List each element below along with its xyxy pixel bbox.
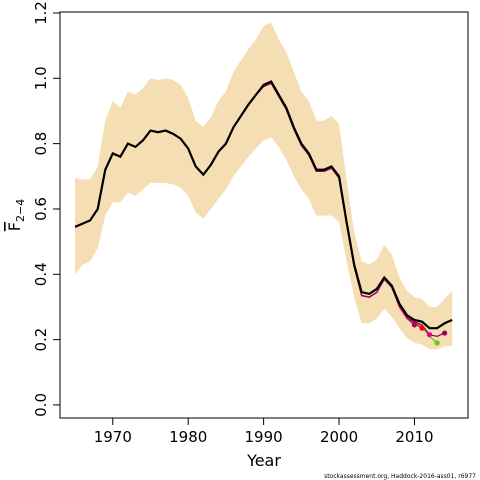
x-tick-label: 2010 [395,428,433,446]
footnote: stockassessment.org, Haddock-2016-ass01,… [324,473,476,480]
x-tick-label: 2000 [320,428,358,446]
x-axis-title: Year [246,451,281,470]
x-tick-label: 1970 [94,428,132,446]
retro-end-point [411,322,418,328]
y-axis-title-sub: 2−4 [14,199,27,222]
retro-end-point [426,332,433,338]
y-tick-label: 0.0 [32,393,50,417]
y-tick-label: 1.0 [32,66,50,90]
x-tick-label: 1980 [169,428,207,446]
y-axis-title: F2−4 [5,199,27,231]
y-tick-label: 0.4 [32,262,50,286]
y-tick-label: 1.2 [32,1,50,25]
y-tick-label: 0.6 [32,197,50,221]
retro-end-point [419,325,425,331]
retro-end-point [434,340,440,346]
band-layer [75,22,453,350]
y-tick-label: 0.2 [32,328,50,352]
confidence-band [75,22,453,350]
y-tick-label: 0.8 [32,132,50,156]
line-layer [74,80,453,346]
main-line [74,80,453,330]
x-tick-label: 1990 [245,428,283,446]
retro-end-point [442,330,448,336]
y-axis-title-main: F [5,222,24,231]
